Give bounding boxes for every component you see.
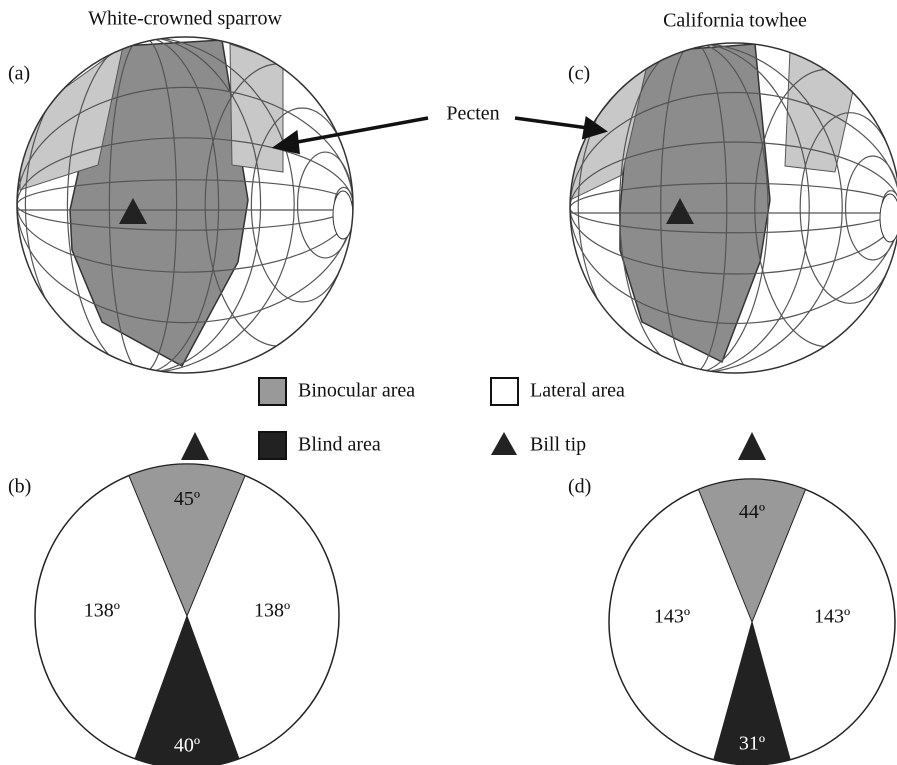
legend-label: Bill tip: [530, 434, 586, 456]
binocular-label: 44º: [739, 501, 765, 523]
blind-label: 40º: [174, 734, 200, 756]
visual-field: 44º 31º 143º 143º: [609, 479, 895, 765]
lateral-label: 138º: [84, 600, 120, 622]
legend-label: Blind area: [298, 434, 381, 456]
pecten-label: Pecten: [446, 103, 499, 125]
legend-label: Binocular area: [298, 380, 415, 402]
lateral-label: 138º: [254, 600, 290, 622]
title: White-crowned sparrow: [88, 8, 282, 30]
blind-label: 31º: [739, 733, 765, 755]
globes: [0, 37, 897, 373]
bill-tip: [181, 432, 209, 460]
visual-fields: 45º 40º 138º 138º 44º 31º 143º 143º: [35, 464, 895, 765]
panel-label: (a): [8, 63, 30, 85]
pole: [333, 191, 353, 239]
legend-label: Lateral area: [530, 380, 625, 402]
lateral-label: 143º: [654, 606, 690, 628]
legend-swatch: [491, 432, 517, 455]
title: California towhee: [663, 10, 807, 32]
lateral-label: 143º: [814, 606, 850, 628]
legend-swatch: [259, 432, 286, 459]
globe: [545, 43, 897, 373]
pole: [880, 194, 897, 242]
panel-label: (c): [568, 63, 590, 85]
binocular-label: 45º: [174, 488, 200, 510]
legend-swatch: [259, 378, 286, 405]
bill-tip: [738, 432, 766, 460]
panel-label: (d): [568, 476, 591, 498]
legend: Binocular area Lateral area Blind area B…: [259, 378, 625, 459]
globe: [0, 37, 353, 373]
panel-label: (b): [8, 476, 31, 498]
visual-field: 45º 40º 138º 138º: [35, 464, 339, 765]
legend-swatch: [491, 378, 518, 405]
figure: White-crowned sparrow California towhee …: [0, 0, 897, 765]
